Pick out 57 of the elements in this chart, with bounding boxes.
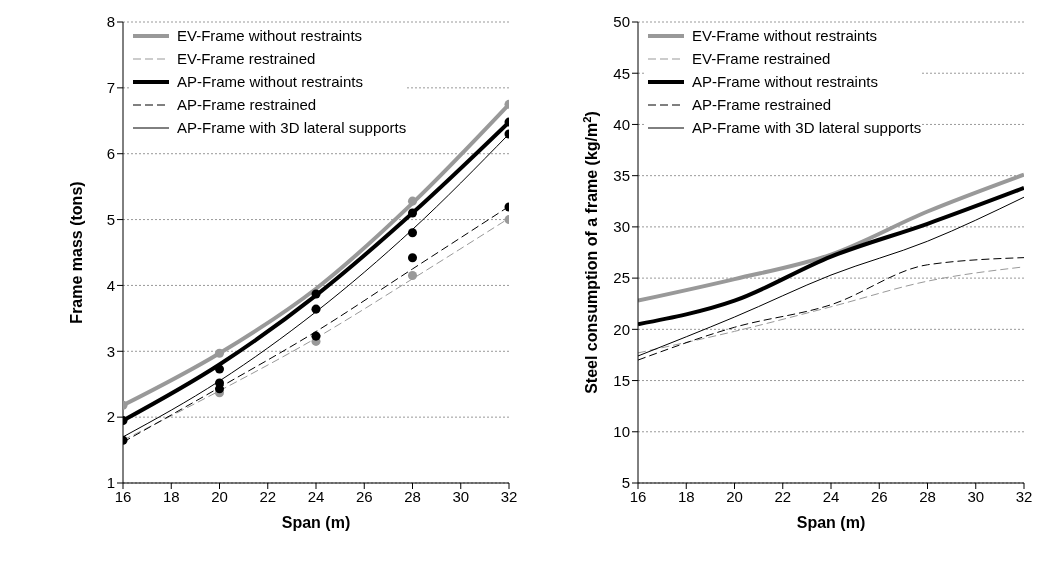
x-tick-label: 28 (404, 487, 421, 505)
y-tick-label: 40 (613, 115, 630, 133)
point (311, 304, 321, 314)
point (407, 228, 418, 238)
x-tick-label: 26 (870, 487, 888, 505)
legend-label: AP-Frame with 3D lateral supports (692, 119, 922, 136)
point (407, 271, 418, 281)
y-tick-label: 5 (621, 474, 630, 492)
y-tick-label: 50 (613, 13, 630, 31)
x-tick-label: 18 (677, 487, 695, 505)
x-tick-label: 20 (726, 487, 743, 505)
x-tick-label: 22 (774, 487, 792, 505)
x-tick-label: 30 (452, 487, 470, 505)
x-tick-label: 28 (919, 487, 936, 505)
x-tick-label: 20 (211, 487, 228, 505)
x-tick-label: 16 (114, 487, 132, 505)
x-tick-label: 32 (1015, 487, 1033, 505)
x-tick-label: 16 (629, 487, 647, 505)
y-tick-label: 25 (613, 269, 630, 287)
x-tick-label: 26 (355, 487, 373, 505)
legend-label: AP-Frame restrained (692, 96, 832, 113)
point (214, 364, 225, 374)
point (311, 331, 321, 341)
legend-label: EV-Frame without restraints (177, 27, 363, 44)
legend-label: AP-Frame without restraints (177, 73, 363, 90)
point (407, 208, 418, 218)
y-tick-label: 35 (613, 166, 630, 184)
point (407, 253, 418, 263)
legend-label: EV-Frame restrained (177, 50, 316, 67)
y-tick-label: 3 (106, 342, 115, 360)
x-tick-label: 24 (822, 487, 840, 505)
y-tick-label: 8 (106, 13, 115, 31)
y-tick-label: 30 (613, 218, 630, 236)
legend-label: AP-Frame without restraints (692, 73, 878, 90)
legend-label: EV-Frame restrained (692, 50, 831, 67)
x-axis-title: Span (m) (281, 514, 351, 531)
x-axis-title: Span (m) (796, 514, 866, 531)
x-tick-label: 24 (307, 487, 325, 505)
x-tick-label: 32 (500, 487, 518, 505)
y-tick-label: 1 (106, 474, 115, 492)
y-tick-label: 20 (613, 320, 630, 338)
y-axis-title: Frame mass (tons) (68, 181, 85, 324)
x-tick-label: 18 (162, 487, 180, 505)
legend-label: AP-Frame restrained (177, 96, 317, 113)
y-tick-label: 2 (106, 408, 115, 426)
y-tick-label: 10 (613, 423, 630, 441)
x-tick-label: 22 (259, 487, 277, 505)
y-tick-label: 7 (106, 79, 115, 97)
y-tick-label: 5 (106, 210, 115, 228)
y-tick-label: 45 (613, 64, 630, 82)
y-tick-label: 15 (613, 371, 630, 389)
point (311, 289, 321, 299)
y-tick-label: 6 (106, 145, 115, 163)
x-tick-label: 30 (967, 487, 985, 505)
legend-label: AP-Frame with 3D lateral supports (177, 119, 407, 136)
legend-label: EV-Frame without restraints (692, 27, 878, 44)
y-tick-label: 4 (106, 276, 115, 294)
